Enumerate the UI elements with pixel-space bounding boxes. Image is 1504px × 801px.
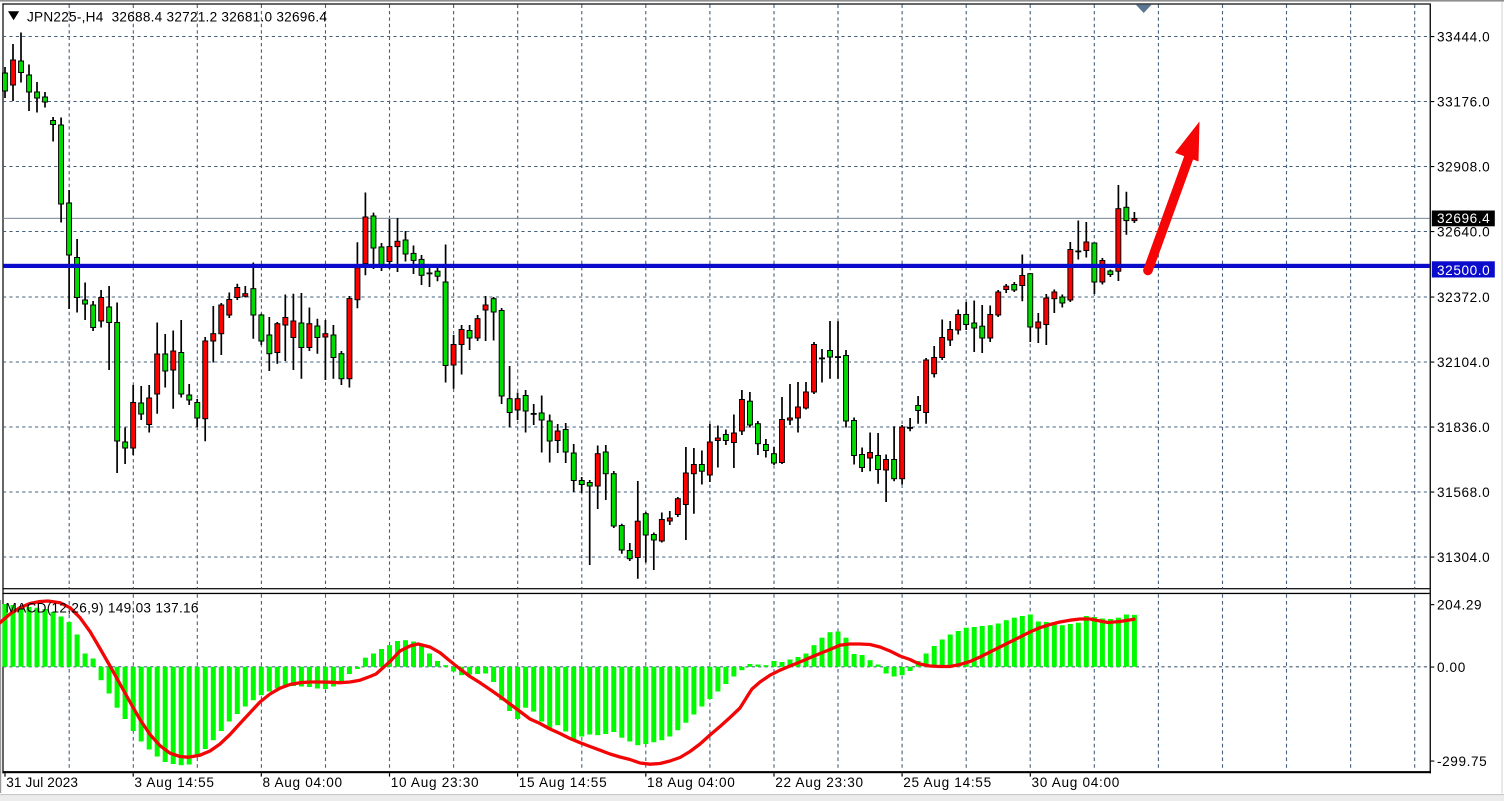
- svg-text:32696.4: 32696.4: [1437, 211, 1490, 226]
- svg-text:32908.0: 32908.0: [1437, 159, 1490, 174]
- svg-text:8 Aug 04:00: 8 Aug 04:00: [263, 775, 343, 790]
- svg-text:30 Aug 04:00: 30 Aug 04:00: [1032, 775, 1121, 790]
- svg-text:32500.0: 32500.0: [1437, 263, 1490, 278]
- svg-text:31568.0: 31568.0: [1437, 485, 1490, 500]
- svg-text:32640.0: 32640.0: [1437, 224, 1490, 239]
- svg-text:32372.0: 32372.0: [1437, 290, 1490, 305]
- svg-text:22 Aug 23:30: 22 Aug 23:30: [775, 775, 864, 790]
- svg-text:31 Jul 2023: 31 Jul 2023: [6, 775, 78, 790]
- svg-text:3 Aug 14:55: 3 Aug 14:55: [134, 775, 214, 790]
- svg-text:15 Aug 14:55: 15 Aug 14:55: [519, 775, 608, 790]
- svg-text:MACD(12,26,9) 149.03 137.16: MACD(12,26,9) 149.03 137.16: [6, 600, 199, 615]
- svg-text:33176.0: 33176.0: [1437, 94, 1490, 109]
- svg-text:0.00: 0.00: [1437, 660, 1466, 675]
- svg-text:JPN225-,H4 32688.4 32721.2 32: JPN225-,H4 32688.4 32721.2 32681.0 32696…: [27, 10, 327, 25]
- svg-text:32104.0: 32104.0: [1437, 355, 1490, 370]
- svg-text:31836.0: 31836.0: [1437, 420, 1490, 435]
- svg-text:18 Aug 04:00: 18 Aug 04:00: [647, 775, 736, 790]
- svg-text:204.29: 204.29: [1437, 597, 1482, 612]
- svg-text:-299.75: -299.75: [1437, 754, 1487, 769]
- svg-text:33444.0: 33444.0: [1437, 29, 1490, 44]
- svg-text:25 Aug 14:55: 25 Aug 14:55: [903, 775, 992, 790]
- svg-text:31304.0: 31304.0: [1437, 550, 1490, 565]
- svg-text:10 Aug 23:30: 10 Aug 23:30: [391, 775, 480, 790]
